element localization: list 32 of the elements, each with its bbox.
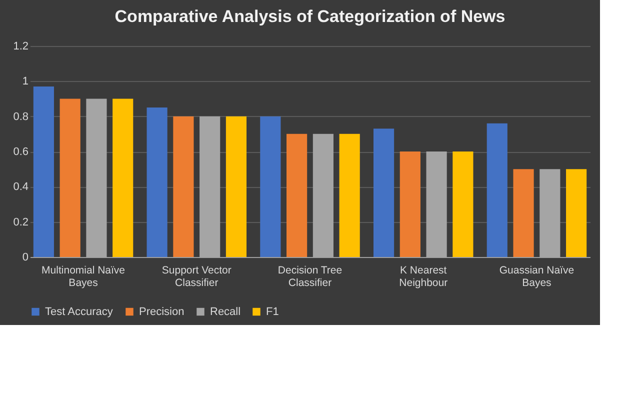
bar bbox=[146, 108, 168, 257]
legend-label: F1 bbox=[266, 306, 279, 318]
legend-label: Recall bbox=[210, 306, 241, 318]
legend-label: Test Accuracy bbox=[45, 306, 114, 318]
bar bbox=[286, 134, 308, 257]
legend-label: Precision bbox=[139, 306, 184, 318]
x-tick-label: Decision Tree Classifier bbox=[278, 264, 342, 289]
bar bbox=[566, 169, 587, 257]
y-tick-label: 1 bbox=[22, 76, 28, 88]
chart-title: Comparative Analysis of Categorization of News bbox=[114, 7, 506, 26]
x-tick-label: Support Vector Classifier bbox=[162, 264, 232, 289]
bar bbox=[226, 116, 247, 257]
bar bbox=[373, 128, 394, 257]
y-tick-label: 0.4 bbox=[13, 181, 28, 194]
bar bbox=[260, 116, 281, 257]
bar bbox=[339, 134, 360, 257]
y-tick-label: 1.2 bbox=[13, 40, 28, 52]
x-tick-label: Multinomial Naïve Bayes bbox=[42, 264, 126, 289]
y-tick-label: 0 bbox=[22, 252, 28, 264]
bar bbox=[33, 86, 54, 257]
y-tick-label: 0.2 bbox=[13, 216, 28, 228]
bar bbox=[112, 98, 134, 257]
x-tick-label: Guassian Naïve Bayes bbox=[499, 264, 574, 289]
x-tick-label: K Nearest Neighbour bbox=[399, 264, 448, 289]
bar bbox=[452, 152, 474, 257]
bar bbox=[513, 169, 534, 257]
bar bbox=[173, 116, 194, 257]
y-tick-label: 0.6 bbox=[13, 146, 28, 158]
bar bbox=[486, 123, 508, 257]
bar bbox=[60, 98, 80, 257]
y-tick-label: 0.8 bbox=[13, 110, 28, 123]
bar bbox=[400, 152, 420, 257]
